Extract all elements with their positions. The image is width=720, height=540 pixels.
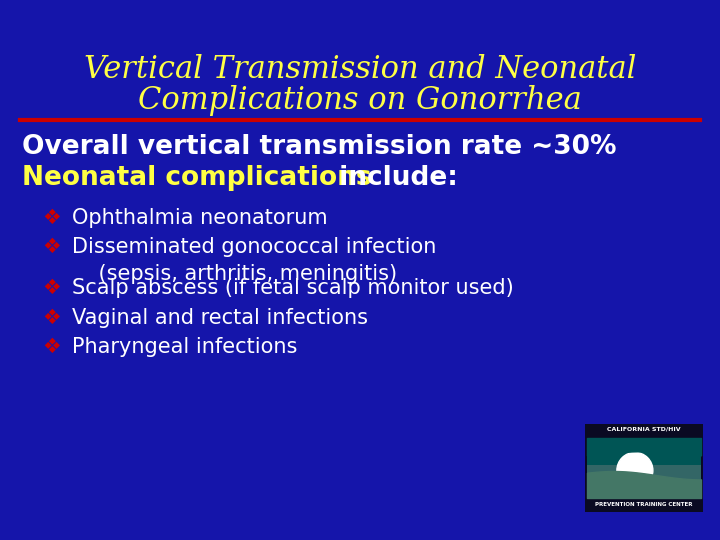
Text: Neonatal complications: Neonatal complications xyxy=(22,165,372,191)
Text: Pharyngeal infections: Pharyngeal infections xyxy=(72,337,297,357)
Text: Vertical Transmission and Neonatal: Vertical Transmission and Neonatal xyxy=(84,55,636,85)
FancyBboxPatch shape xyxy=(585,424,703,512)
Text: PREVENTION TRAINING CENTER: PREVENTION TRAINING CENTER xyxy=(595,503,693,508)
Text: Disseminated gonococcal infection: Disseminated gonococcal infection xyxy=(72,237,436,257)
Text: (sepsis, arthritis, meningitis): (sepsis, arthritis, meningitis) xyxy=(72,264,397,284)
Text: ❖: ❖ xyxy=(42,278,61,298)
Text: ❖: ❖ xyxy=(42,208,61,228)
Text: ❖: ❖ xyxy=(42,237,61,257)
Text: Vaginal and rectal infections: Vaginal and rectal infections xyxy=(72,308,368,328)
Text: Scalp abscess (if fetal scalp monitor used): Scalp abscess (if fetal scalp monitor us… xyxy=(72,278,514,298)
Text: CALIFORNIA STD/HIV: CALIFORNIA STD/HIV xyxy=(607,427,681,431)
Text: Complications on Gonorrhea: Complications on Gonorrhea xyxy=(138,84,582,116)
FancyBboxPatch shape xyxy=(587,438,701,498)
Text: Ophthalmia neonatorum: Ophthalmia neonatorum xyxy=(72,208,328,228)
Text: include:: include: xyxy=(330,165,458,191)
Text: ❖: ❖ xyxy=(42,337,61,357)
Text: ❖: ❖ xyxy=(42,308,61,328)
FancyBboxPatch shape xyxy=(587,438,701,465)
Circle shape xyxy=(617,453,653,488)
Text: Overall vertical transmission rate ~30%: Overall vertical transmission rate ~30% xyxy=(22,134,616,160)
